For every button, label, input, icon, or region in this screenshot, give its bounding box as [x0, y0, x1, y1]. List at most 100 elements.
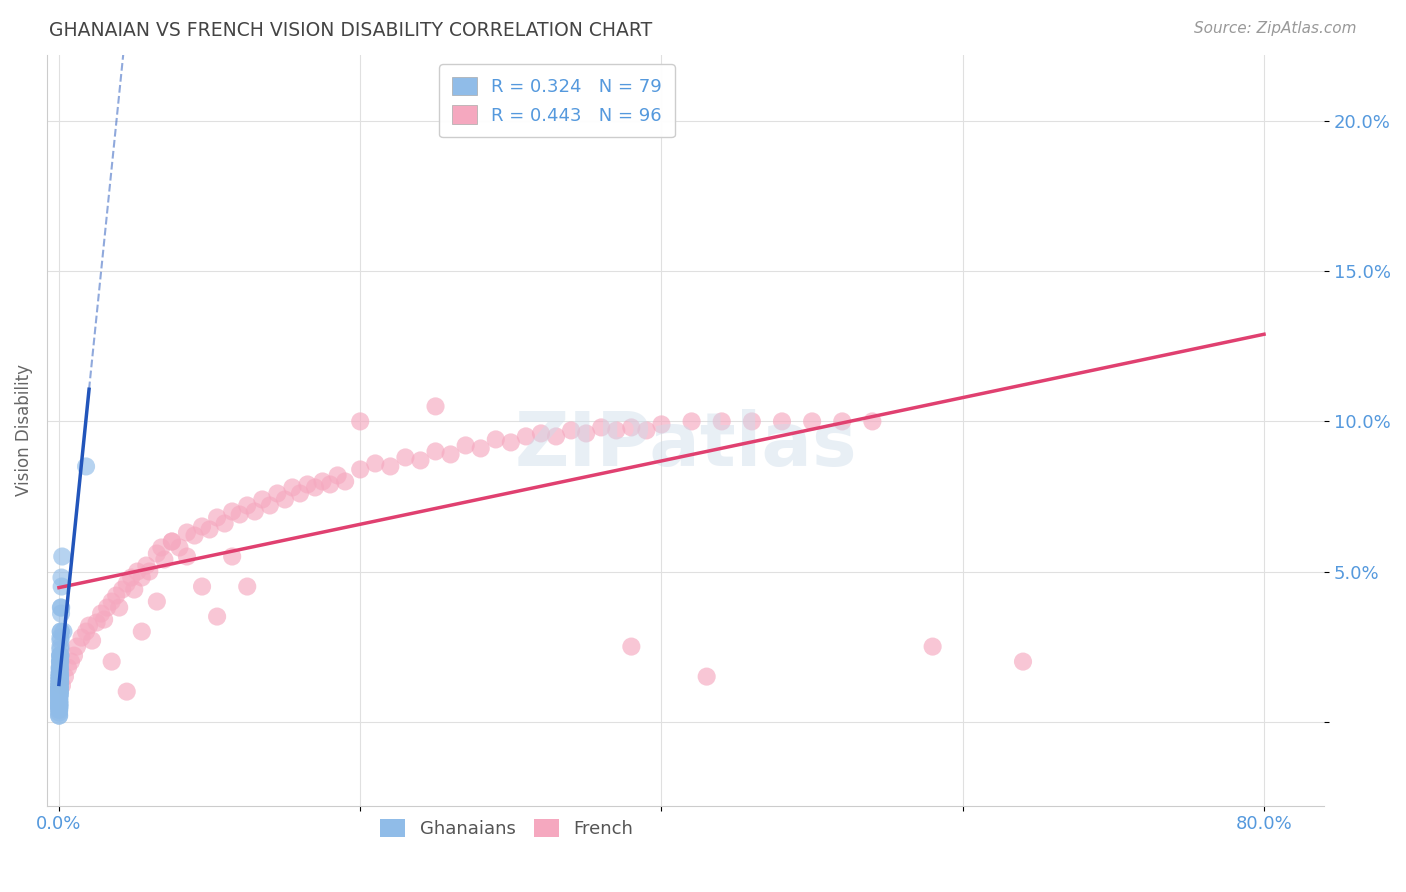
- Point: [214, 516, 236, 531]
- Point: [115, 576, 138, 591]
- Point: [48, 688, 70, 702]
- Point: [49, 648, 72, 663]
- Point: [48, 697, 70, 711]
- Point: [49, 660, 72, 674]
- Point: [48, 684, 70, 698]
- Point: [160, 534, 183, 549]
- Point: [48, 673, 70, 687]
- Point: [311, 475, 333, 489]
- Point: [236, 499, 259, 513]
- Point: [131, 570, 153, 584]
- Point: [380, 459, 402, 474]
- Point: [49, 642, 72, 657]
- Point: [49, 624, 72, 639]
- Point: [86, 615, 108, 630]
- Point: [364, 457, 387, 471]
- Point: [49, 670, 72, 684]
- Point: [48, 697, 70, 711]
- Point: [236, 580, 259, 594]
- Point: [439, 447, 461, 461]
- Point: [243, 504, 266, 518]
- Point: [48, 679, 70, 693]
- Point: [53, 670, 76, 684]
- Point: [349, 414, 371, 428]
- Point: [221, 504, 243, 518]
- Point: [831, 414, 853, 428]
- Point: [51, 580, 73, 594]
- Point: [146, 594, 169, 608]
- Point: [48, 708, 70, 723]
- Point: [48, 673, 70, 687]
- Point: [49, 666, 72, 681]
- Point: [198, 523, 221, 537]
- Point: [48, 681, 70, 696]
- Legend: Ghanaians, French: Ghanaians, French: [373, 812, 641, 846]
- Y-axis label: Vision Disability: Vision Disability: [15, 365, 32, 497]
- Point: [138, 565, 160, 579]
- Point: [636, 424, 658, 438]
- Point: [48, 703, 70, 717]
- Point: [48, 690, 70, 705]
- Point: [49, 600, 72, 615]
- Point: [49, 633, 72, 648]
- Point: [801, 414, 824, 428]
- Point: [191, 580, 214, 594]
- Point: [66, 640, 89, 654]
- Point: [741, 414, 763, 428]
- Point: [115, 684, 138, 698]
- Point: [49, 655, 72, 669]
- Point: [93, 613, 115, 627]
- Point: [48, 681, 70, 696]
- Point: [205, 609, 228, 624]
- Point: [48, 679, 70, 693]
- Point: [281, 480, 304, 494]
- Point: [96, 600, 118, 615]
- Point: [710, 414, 733, 428]
- Point: [48, 690, 70, 705]
- Point: [52, 624, 75, 639]
- Point: [499, 435, 522, 450]
- Point: [191, 519, 214, 533]
- Point: [63, 648, 86, 663]
- Point: [70, 631, 93, 645]
- Point: [131, 624, 153, 639]
- Point: [454, 438, 477, 452]
- Point: [48, 708, 70, 723]
- Point: [49, 607, 72, 621]
- Point: [183, 528, 205, 542]
- Point: [544, 429, 567, 443]
- Point: [49, 648, 72, 663]
- Point: [48, 688, 70, 702]
- Point: [48, 684, 70, 698]
- Point: [681, 414, 703, 428]
- Point: [48, 670, 70, 684]
- Point: [575, 426, 598, 441]
- Point: [48, 679, 70, 693]
- Point: [620, 640, 643, 654]
- Point: [169, 541, 191, 555]
- Point: [75, 624, 97, 639]
- Point: [48, 681, 70, 696]
- Point: [48, 684, 70, 698]
- Point: [409, 453, 432, 467]
- Point: [153, 552, 176, 566]
- Point: [49, 660, 72, 674]
- Point: [650, 417, 672, 432]
- Point: [394, 450, 416, 465]
- Point: [860, 414, 883, 428]
- Point: [48, 670, 70, 684]
- Point: [259, 499, 281, 513]
- Point: [49, 675, 72, 690]
- Point: [48, 681, 70, 696]
- Point: [48, 693, 70, 707]
- Text: Source: ZipAtlas.com: Source: ZipAtlas.com: [1194, 21, 1357, 37]
- Point: [127, 565, 149, 579]
- Point: [48, 684, 70, 698]
- Point: [56, 660, 79, 674]
- Point: [49, 666, 72, 681]
- Point: [319, 477, 342, 491]
- Point: [135, 558, 157, 573]
- Point: [90, 607, 112, 621]
- Point: [48, 699, 70, 714]
- Point: [100, 655, 122, 669]
